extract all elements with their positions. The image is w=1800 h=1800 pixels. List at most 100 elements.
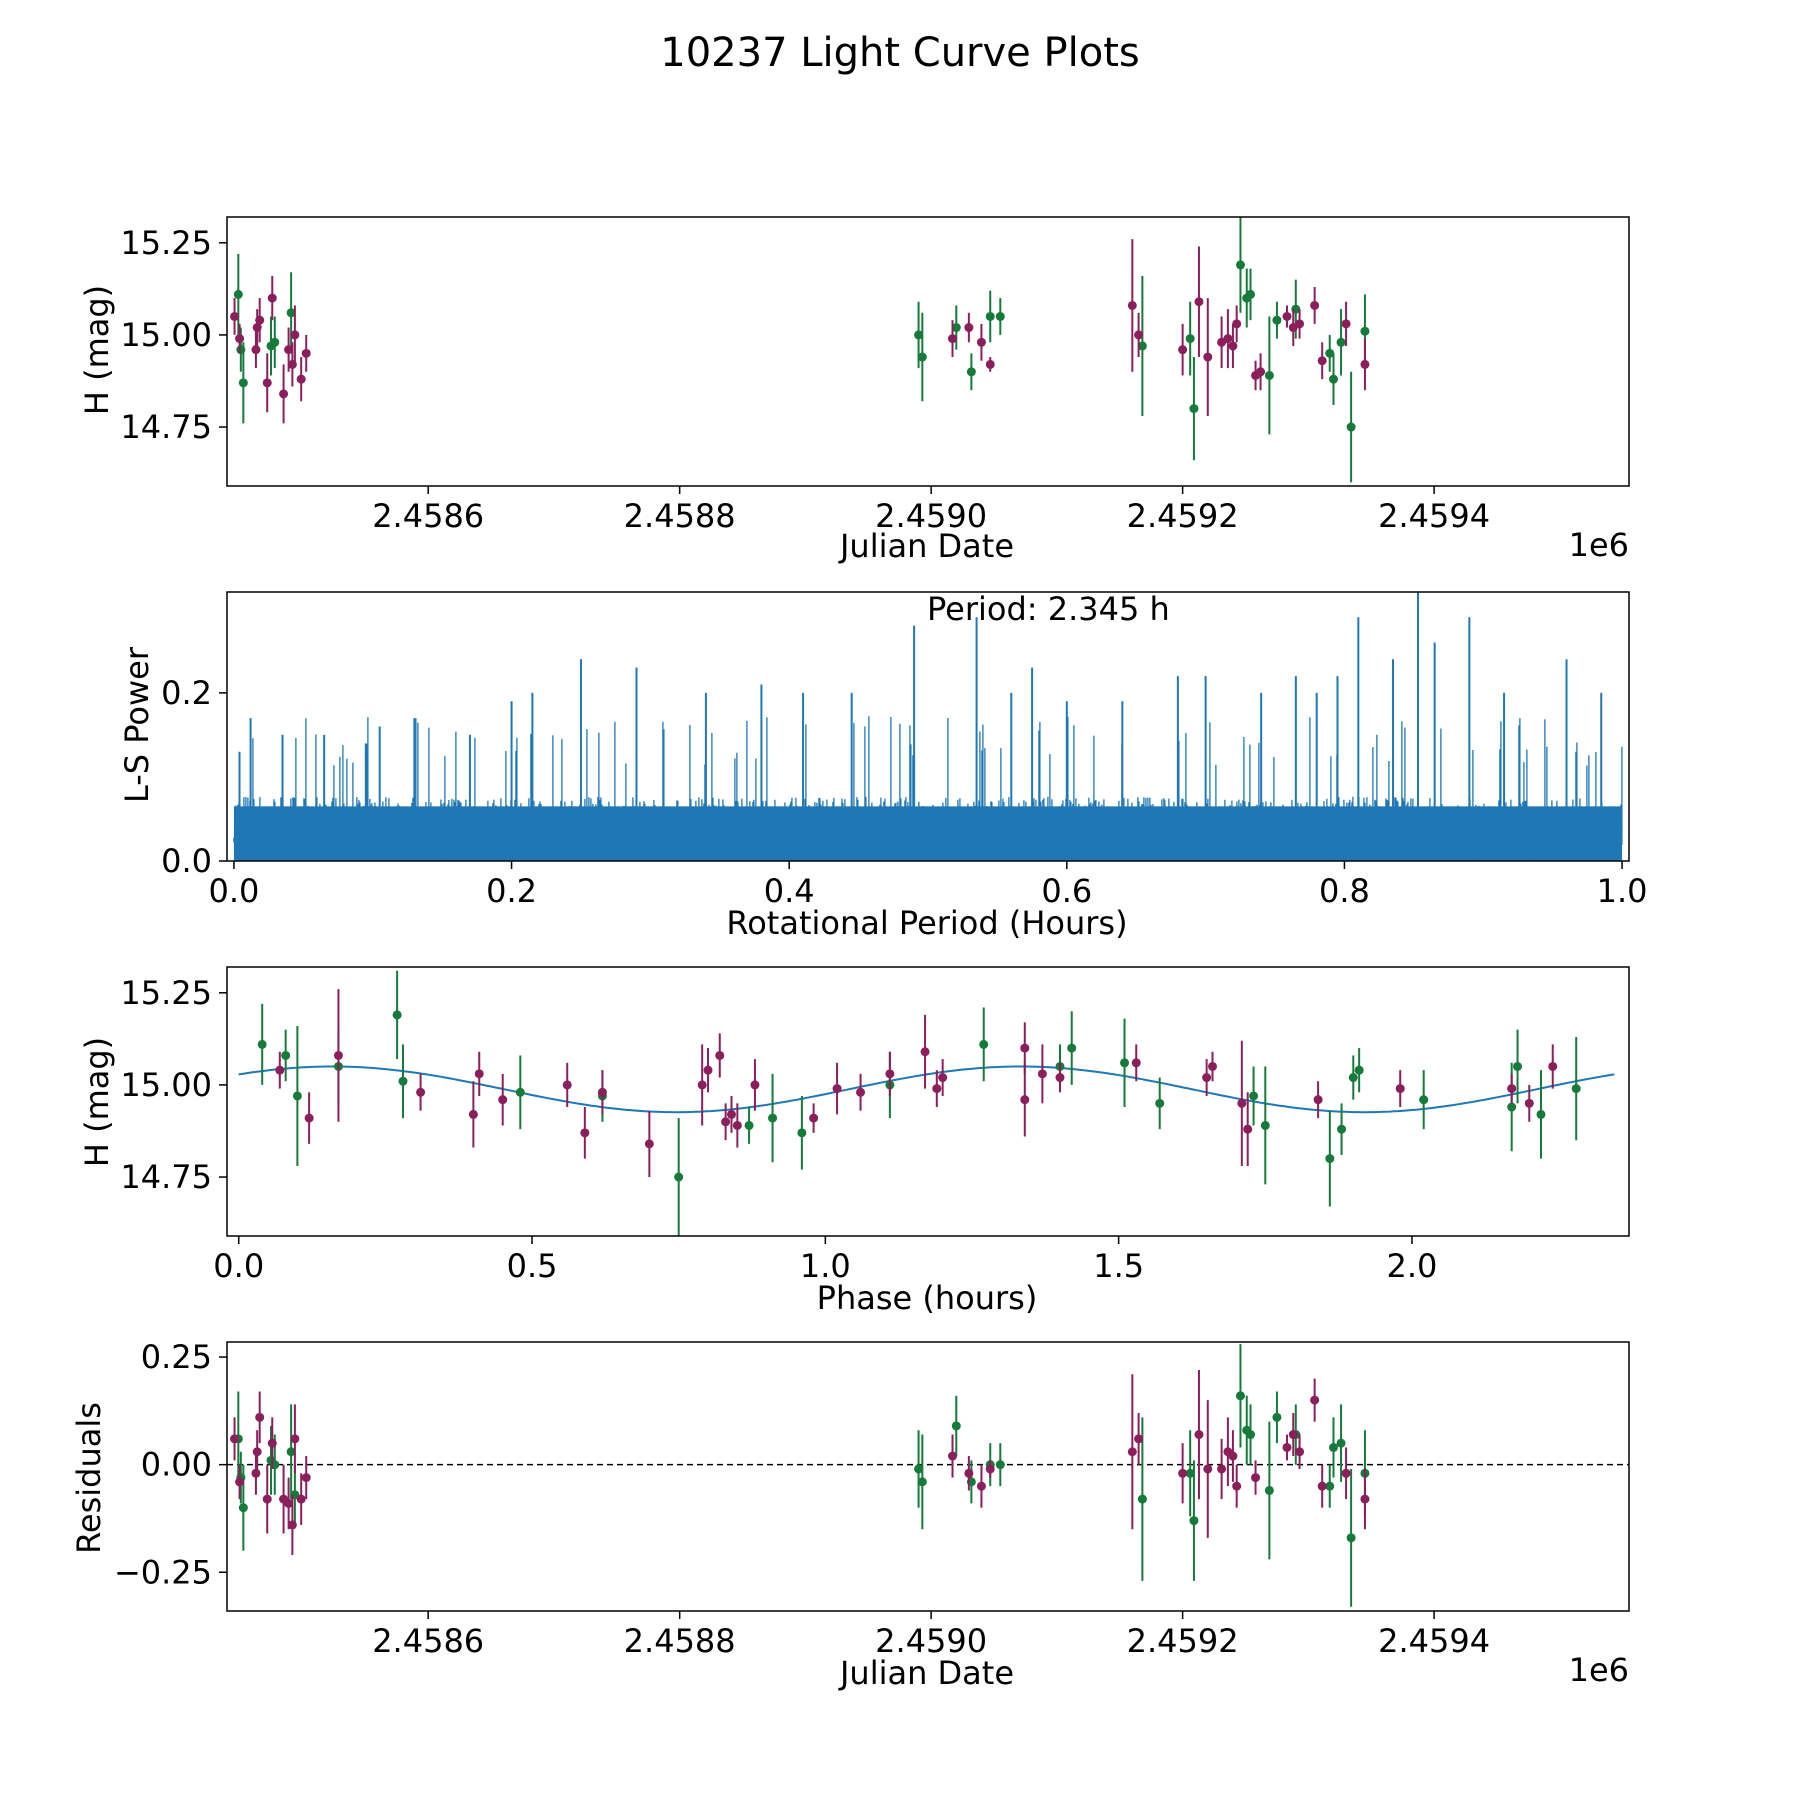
periodogram-x-tick-label: 0.0 xyxy=(208,872,259,910)
lightcurve-data-point xyxy=(270,337,280,347)
lightcurve-plot-area xyxy=(230,217,1370,483)
lightcurve-data-point xyxy=(284,345,294,355)
residuals-data-point xyxy=(1329,1442,1339,1452)
residuals-data-point xyxy=(1282,1442,1292,1452)
phased-data-point xyxy=(1202,1073,1212,1083)
residuals-data-point xyxy=(1336,1438,1346,1448)
lightcurve-data-point xyxy=(948,334,958,344)
periodogram-x-tick-label: 0.2 xyxy=(486,872,537,910)
residuals-data-point xyxy=(1189,1516,1199,1526)
phased-data-point xyxy=(1325,1154,1335,1164)
residuals-y-label: Residuals xyxy=(70,1402,108,1554)
periodogram-x-tick-label: 1.0 xyxy=(1597,872,1648,910)
light-curve-panel: Julian Date H (mag) 1e6 2.4586 2.4588 2.45… xyxy=(78,216,1630,565)
phased-y-tick-label: 15.25 xyxy=(120,974,212,1012)
phased-data-point xyxy=(257,1039,267,1049)
phased-data-point xyxy=(562,1080,572,1090)
lightcurve-data-point xyxy=(251,345,261,355)
phased-data-point xyxy=(281,1050,291,1060)
lightcurve-data-point xyxy=(1295,319,1305,329)
residuals-x-tick-label: 2.4588 xyxy=(624,1622,736,1660)
lightcurve-data-point xyxy=(1228,341,1238,351)
light-curve-x-label: Julian Date xyxy=(838,527,1014,565)
phased-data-point xyxy=(1055,1073,1065,1083)
residuals-data-point xyxy=(1325,1481,1335,1491)
residuals-data-point xyxy=(1185,1468,1195,1478)
periodogram-panel: Rotational Period (Hours) L-S Power Peri… xyxy=(118,590,1648,942)
phased-data-point xyxy=(1237,1098,1247,1108)
lightcurve-x-tick-label: 2.4592 xyxy=(1127,497,1239,535)
phased-x-tick-label: 1.5 xyxy=(1093,1247,1144,1285)
lightcurve-data-point xyxy=(1232,319,1242,329)
residuals-y-tick-label: 0.25 xyxy=(141,1338,212,1376)
lightcurve-x-tick-label: 2.4590 xyxy=(875,497,987,535)
phased-data-point xyxy=(474,1069,484,1079)
residuals-data-point xyxy=(1127,1447,1137,1457)
phased-data-point xyxy=(1243,1124,1253,1134)
residuals-data-point xyxy=(1310,1395,1320,1405)
residuals-data-point xyxy=(1235,1391,1245,1401)
phased-fit-curve xyxy=(238,1065,1615,1114)
phased-data-point xyxy=(1208,1061,1218,1071)
phased-x-tick-label: 1.0 xyxy=(800,1247,851,1285)
lightcurve-data-point xyxy=(1264,370,1274,380)
lightcurve-data-point xyxy=(951,323,961,333)
lightcurve-data-point xyxy=(1329,374,1339,384)
residuals-x-tick-label: 2.4592 xyxy=(1127,1622,1239,1660)
phased-data-point xyxy=(856,1087,866,1097)
lightcurve-data-point xyxy=(1272,315,1282,325)
lightcurve-data-point xyxy=(1336,337,1346,347)
residuals-data-point xyxy=(1272,1412,1282,1422)
phased-data-point xyxy=(416,1087,426,1097)
residuals-data-point xyxy=(255,1412,265,1422)
residuals-data-point xyxy=(296,1494,306,1504)
residuals-data-point xyxy=(286,1447,296,1457)
phased-data-point xyxy=(498,1095,508,1105)
lightcurve-data-point xyxy=(985,359,995,369)
phased-y-label: H (mag) xyxy=(78,1037,116,1167)
phased-data-point xyxy=(732,1120,742,1130)
residuals-data-point xyxy=(1134,1434,1144,1444)
phased-data-point xyxy=(1020,1095,1030,1105)
residuals-panel: Julian Date Residuals 1e6 2.4586 2.4588 2.… xyxy=(70,1338,1630,1692)
lightcurve-data-point xyxy=(1194,297,1204,307)
lightcurve-axes-frame xyxy=(226,216,1630,487)
lightcurve-data-point xyxy=(1325,348,1335,358)
lightcurve-data-point xyxy=(914,330,924,340)
residuals-data-point xyxy=(267,1438,277,1448)
phased-data-point xyxy=(1536,1109,1546,1119)
lightcurve-y-tick-label: 15.25 xyxy=(120,224,212,262)
phased-data-point xyxy=(797,1128,807,1138)
figure-title: 10237 Light Curve Plots xyxy=(660,30,1139,76)
residuals-x-tick-label: 2.4594 xyxy=(1378,1622,1490,1660)
phased-x-tick-label: 2.0 xyxy=(1387,1247,1438,1285)
phased-data-point xyxy=(644,1139,654,1149)
residuals-data-point xyxy=(914,1464,924,1474)
periodogram-x-tick-label: 0.4 xyxy=(764,872,815,910)
residuals-data-point xyxy=(1246,1430,1256,1440)
phased-data-point xyxy=(1507,1102,1517,1112)
lightcurve-data-point xyxy=(1360,326,1370,336)
residuals-data-point xyxy=(1228,1451,1238,1461)
residuals-data-point xyxy=(252,1447,262,1457)
lightcurve-data-point xyxy=(1346,422,1356,432)
phased-data-point xyxy=(1249,1091,1259,1101)
phased-data-point xyxy=(809,1113,819,1123)
residuals-plot-area xyxy=(227,1344,1629,1607)
lightcurve-data-point xyxy=(964,323,974,333)
periodogram-y-tick-label: 0.2 xyxy=(161,674,212,712)
lightcurve-data-point xyxy=(279,389,289,399)
phased-data-point xyxy=(392,1010,402,1020)
light-curve-offset-label: 1e6 xyxy=(1569,526,1629,564)
lightcurve-data-point xyxy=(1317,356,1327,366)
lightcurve-data-point xyxy=(230,311,240,321)
residuals-x-label: Julian Date xyxy=(838,1654,1014,1692)
lightcurve-data-point xyxy=(262,378,272,388)
lightcurve-data-point xyxy=(1137,341,1147,351)
phased-data-point xyxy=(398,1076,408,1086)
residuals-data-point xyxy=(1295,1447,1305,1457)
period-annotation: Period: 2.345 h xyxy=(927,590,1170,628)
lightcurve-data-point xyxy=(1178,345,1188,355)
phased-data-point xyxy=(1354,1065,1364,1075)
lightcurve-data-point xyxy=(235,334,245,344)
